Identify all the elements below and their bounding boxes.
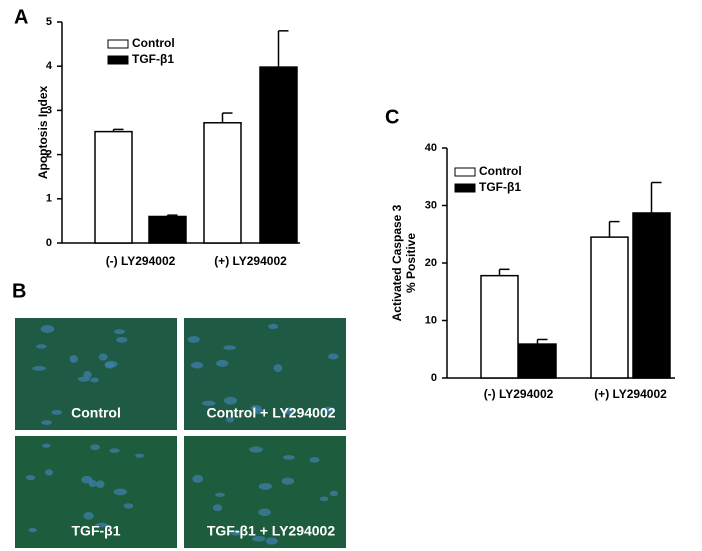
cell-nucleus	[223, 345, 236, 350]
y-tick-label: 10	[425, 314, 437, 326]
cell-nucleus	[252, 408, 265, 415]
cell-nucleus	[319, 496, 329, 502]
cell-nucleus	[191, 361, 204, 369]
panel-label: A	[14, 6, 28, 28]
cell-nucleus	[36, 344, 47, 349]
cell-nucleus	[282, 455, 295, 460]
bar	[590, 236, 629, 379]
cell-nucleus	[113, 488, 128, 496]
cell-nucleus	[273, 364, 283, 373]
cell-nucleus	[105, 360, 118, 368]
legend-swatch	[107, 39, 129, 49]
cell-nucleus	[90, 444, 100, 451]
image-caption: TGF-β1	[72, 523, 121, 539]
cell-nucleus	[40, 325, 55, 333]
cell-nucleus	[225, 416, 235, 423]
cell-nucleus	[83, 370, 92, 379]
y-tick-label: 30	[425, 199, 437, 211]
cell-nucleus	[192, 474, 204, 483]
cell-nucleus	[44, 469, 54, 476]
cell-nucleus	[249, 446, 263, 453]
bar	[203, 122, 242, 244]
y-tick-label: 1	[46, 193, 52, 205]
bar	[148, 215, 187, 244]
cell-nucleus	[309, 457, 320, 463]
image-caption: Control + LY294002	[206, 405, 335, 421]
legend-swatch	[107, 55, 129, 65]
y-tick-label: 20	[425, 257, 437, 269]
panel-label: C	[385, 106, 399, 128]
bar	[259, 66, 298, 244]
y-tick-label: 0	[431, 372, 437, 384]
micrograph	[15, 436, 177, 548]
cell-nucleus	[98, 353, 108, 361]
cell-nucleus	[25, 474, 36, 481]
bar	[632, 212, 671, 379]
cell-nucleus	[268, 323, 279, 330]
legend-swatch	[454, 167, 476, 177]
y-axis-label: Activated Caspase 3	[390, 204, 404, 321]
x-tick-label: (-) LY294002	[106, 254, 176, 268]
cell-nucleus	[258, 508, 272, 517]
y-axis-label: % Positive	[404, 233, 418, 293]
y-tick-label: 40	[425, 142, 437, 154]
cell-nucleus	[123, 503, 134, 509]
micrograph	[15, 318, 177, 430]
cell-nucleus	[51, 409, 63, 415]
cell-nucleus	[258, 482, 272, 490]
y-tick-label: 3	[46, 104, 52, 116]
micrograph	[184, 436, 346, 548]
cell-nucleus	[42, 443, 51, 448]
cell-nucleus	[265, 537, 278, 545]
cell-nucleus	[116, 336, 128, 343]
y-tick-label: 4	[46, 60, 53, 72]
y-tick-label: 2	[46, 149, 52, 161]
y-axis-label: Apoptosis Index	[36, 86, 50, 180]
legend-label: TGF-β1	[132, 52, 174, 66]
cell-nucleus	[28, 527, 37, 533]
bar	[94, 130, 133, 244]
legend-swatch	[454, 183, 476, 193]
legend-label: TGF-β1	[479, 180, 521, 194]
cell-nucleus	[322, 406, 336, 414]
cell-nucleus	[135, 453, 145, 458]
image-caption: TGF-β1 + LY294002	[207, 523, 335, 539]
bar	[480, 274, 519, 379]
cell-nucleus	[95, 480, 105, 488]
cell-nucleus	[90, 377, 99, 383]
cell-nucleus	[329, 490, 339, 497]
bar	[518, 343, 557, 379]
legend-label: Control	[132, 36, 175, 50]
y-tick-label: 5	[46, 16, 52, 28]
cell-nucleus	[252, 535, 266, 542]
image-caption: Control	[71, 405, 121, 421]
cell-nucleus	[202, 400, 216, 406]
cell-nucleus	[114, 329, 126, 335]
cell-nucleus	[327, 353, 339, 360]
cell-nucleus	[32, 366, 46, 371]
x-tick-label: (-) LY294002	[484, 387, 554, 401]
cell-nucleus	[83, 512, 94, 520]
x-tick-label: (+) LY294002	[594, 387, 667, 401]
x-tick-label: (+) LY294002	[214, 254, 287, 268]
cell-nucleus	[223, 396, 238, 405]
micrograph	[184, 318, 346, 430]
cell-nucleus	[212, 504, 223, 512]
cell-nucleus	[77, 376, 90, 382]
cell-nucleus	[95, 522, 109, 528]
cell-nucleus	[284, 407, 294, 415]
cell-nucleus	[215, 492, 225, 497]
cell-nucleus	[109, 448, 120, 453]
cell-nucleus	[81, 475, 93, 484]
legend-label: Control	[479, 164, 522, 178]
cell-nucleus	[69, 355, 78, 363]
cell-nucleus	[187, 336, 200, 343]
y-tick-label: 0	[46, 237, 52, 249]
cell-nucleus	[281, 477, 295, 485]
cell-nucleus	[230, 529, 242, 536]
panel-label: B	[12, 280, 26, 302]
cell-nucleus	[41, 420, 52, 426]
cell-nucleus	[216, 359, 229, 367]
